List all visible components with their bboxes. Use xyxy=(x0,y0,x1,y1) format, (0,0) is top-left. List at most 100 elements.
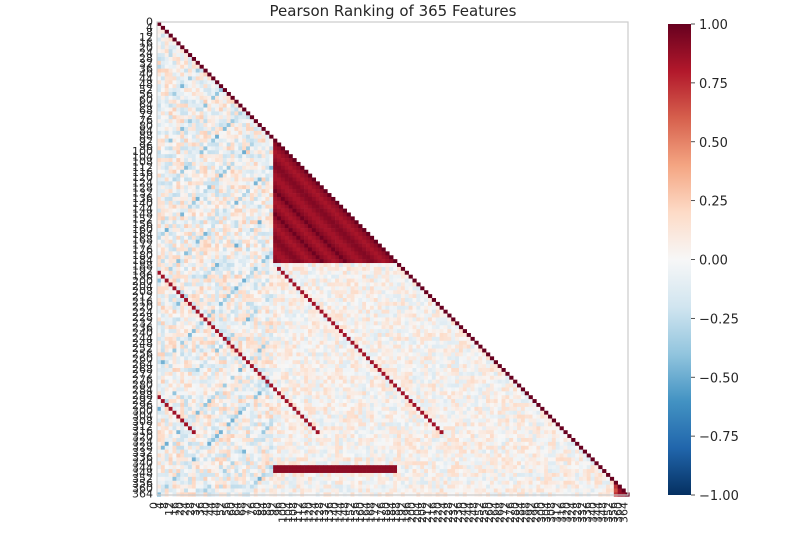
heatmap-cell xyxy=(490,395,494,399)
heatmap-cell xyxy=(405,399,409,403)
heatmap-cell xyxy=(432,387,436,391)
heatmap-cell xyxy=(320,294,324,298)
heatmap-cell xyxy=(227,205,231,209)
heatmap-cell xyxy=(203,384,207,388)
heatmap-cell xyxy=(409,317,413,321)
heatmap-cell xyxy=(219,267,223,271)
heatmap-cell xyxy=(339,399,343,403)
heatmap-cell xyxy=(184,216,188,220)
heatmap-cell xyxy=(165,150,169,154)
heatmap-cell xyxy=(289,294,293,298)
heatmap-cell xyxy=(165,158,169,162)
heatmap-cell xyxy=(169,131,173,135)
heatmap-cell xyxy=(409,387,413,391)
heatmap-cell xyxy=(409,349,413,353)
heatmap-cell xyxy=(184,279,188,283)
heatmap-cell xyxy=(169,49,173,53)
heatmap-cell xyxy=(389,310,393,314)
heatmap-cell xyxy=(231,403,235,407)
heatmap-cell xyxy=(265,158,269,162)
heatmap-cell xyxy=(169,197,173,201)
heatmap-cell xyxy=(188,162,192,166)
heatmap-cell xyxy=(366,387,370,391)
heatmap-cell xyxy=(172,216,176,220)
heatmap-cell xyxy=(281,376,285,380)
heatmap-cell xyxy=(389,286,393,290)
heatmap-cell xyxy=(238,286,242,290)
heatmap-cell xyxy=(246,399,250,403)
heatmap-cell xyxy=(262,244,266,248)
heatmap-cell xyxy=(219,247,223,251)
heatmap-cell xyxy=(227,267,231,271)
heatmap-cell xyxy=(227,364,231,368)
heatmap-cell xyxy=(207,228,211,232)
heatmap-cell xyxy=(207,213,211,217)
heatmap-cell xyxy=(424,376,428,380)
heatmap-cell xyxy=(192,178,196,182)
heatmap-cell xyxy=(300,372,304,376)
heatmap-cell xyxy=(296,380,300,384)
heatmap-cell xyxy=(339,380,343,384)
heatmap-cell xyxy=(420,302,424,306)
heatmap-cell xyxy=(308,178,312,182)
heatmap-cell xyxy=(362,286,366,290)
heatmap-cell xyxy=(335,244,339,248)
heatmap-cell xyxy=(176,224,180,228)
heatmap-cell xyxy=(277,364,281,368)
heatmap-cell xyxy=(409,298,413,302)
heatmap-cell xyxy=(397,356,401,360)
heatmap-cell xyxy=(358,290,362,294)
heatmap-cell xyxy=(447,341,451,345)
heatmap-cell xyxy=(219,174,223,178)
heatmap-cell xyxy=(354,251,358,255)
heatmap-cell xyxy=(254,162,258,166)
heatmap-cell xyxy=(242,275,246,279)
heatmap-cell xyxy=(192,80,196,84)
heatmap-cell xyxy=(192,73,196,77)
heatmap-cell xyxy=(250,139,254,143)
heatmap-cell xyxy=(304,236,308,240)
heatmap-cell xyxy=(258,220,262,224)
heatmap-cell xyxy=(292,282,296,286)
heatmap-cell xyxy=(157,143,161,147)
heatmap-cell xyxy=(169,247,173,251)
heatmap-cell xyxy=(289,240,293,244)
heatmap-cell xyxy=(339,341,343,345)
heatmap-cell xyxy=(347,290,351,294)
heatmap-cell xyxy=(277,189,281,193)
heatmap-cell xyxy=(413,325,417,329)
heatmap-cell xyxy=(176,49,180,53)
heatmap-cell xyxy=(180,286,184,290)
heatmap-cell xyxy=(502,380,506,384)
heatmap-cell xyxy=(308,193,312,197)
heatmap-cell xyxy=(180,139,184,143)
heatmap-cell xyxy=(285,247,289,251)
heatmap-cell xyxy=(184,185,188,189)
heatmap-cell xyxy=(505,384,509,388)
heatmap-cell xyxy=(389,345,393,349)
heatmap-cell xyxy=(382,372,386,376)
heatmap-cell xyxy=(300,364,304,368)
heatmap-cell xyxy=(246,279,250,283)
heatmap-cell xyxy=(227,263,231,267)
heatmap-cell xyxy=(231,170,235,174)
heatmap-cell xyxy=(234,263,238,267)
heatmap-cell xyxy=(354,321,358,325)
heatmap-cell xyxy=(157,298,161,302)
heatmap-cell xyxy=(351,271,355,275)
heatmap-cell xyxy=(370,247,374,251)
heatmap-cell xyxy=(401,310,405,314)
heatmap-cell xyxy=(172,162,176,166)
heatmap-cell xyxy=(262,407,266,411)
heatmap-cell xyxy=(292,329,296,333)
heatmap-cell xyxy=(339,259,343,263)
heatmap-cell xyxy=(223,158,227,162)
heatmap-cell xyxy=(486,356,490,360)
heatmap-cell xyxy=(273,368,277,372)
heatmap-cell xyxy=(215,317,219,321)
heatmap-cell xyxy=(192,216,196,220)
heatmap-cell xyxy=(258,391,262,395)
heatmap-cell xyxy=(184,247,188,251)
heatmap-cell xyxy=(165,407,169,411)
heatmap-cell xyxy=(502,368,506,372)
